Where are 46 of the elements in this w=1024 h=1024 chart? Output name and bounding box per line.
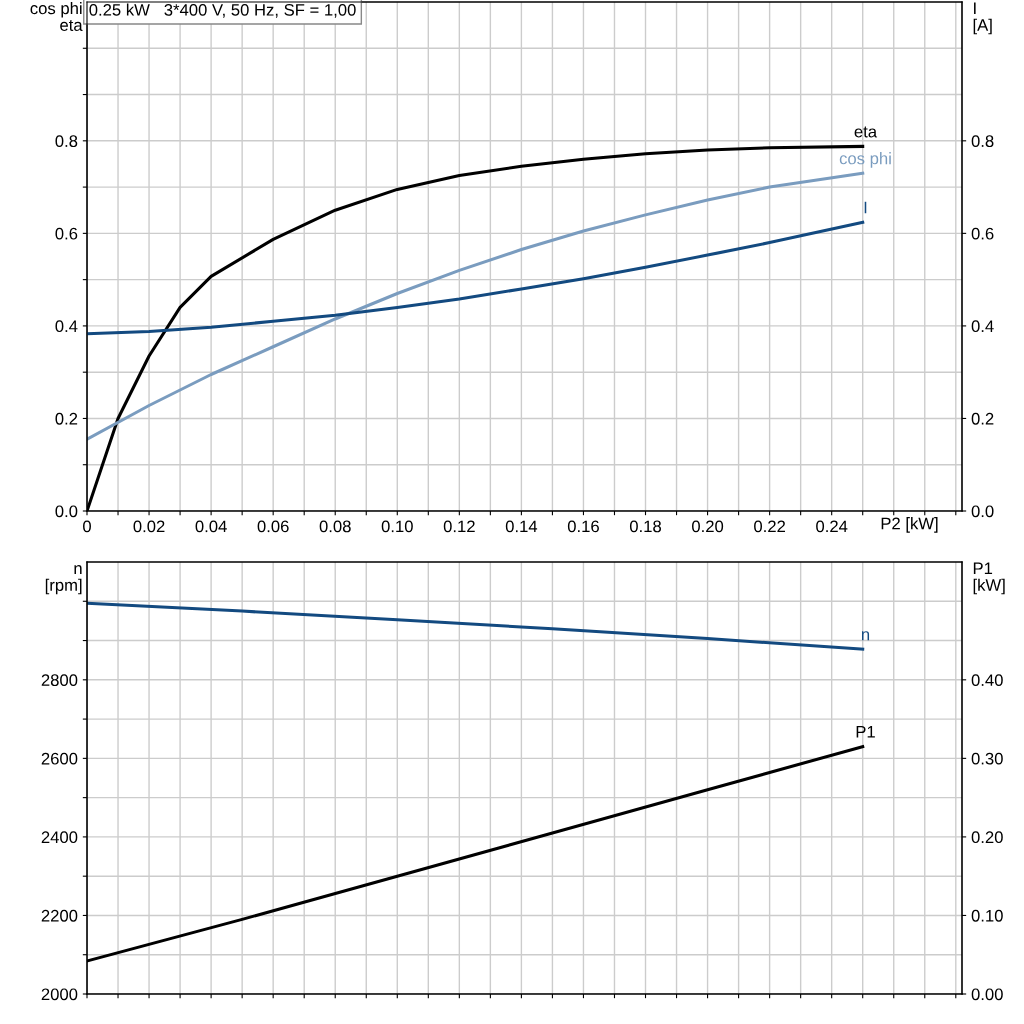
- x-tick-label: 0.04: [195, 520, 227, 533]
- x-axis-title: P2 [kW]: [881, 517, 938, 533]
- x-tick-label: 0.18: [629, 520, 662, 533]
- y-axis-title: cos phi eta: [30, 2, 83, 31]
- y-axis-title: n [rpm]: [45, 565, 82, 595]
- x-tick-label: 0.16: [567, 520, 599, 533]
- x-tick-label: 0.14: [505, 520, 538, 533]
- y-tick-label: 0.4: [55, 320, 78, 333]
- series-label: n: [861, 631, 870, 641]
- series-label: P1: [856, 726, 875, 738]
- x-tick-label: 0.08: [319, 520, 351, 533]
- x-tick-label: 0.22: [754, 520, 786, 533]
- y-tick-label: 2000: [41, 988, 78, 1001]
- x-tick-label: 0.12: [443, 520, 475, 533]
- y2-tick-label: 0.6: [971, 227, 994, 240]
- y2-tick-label: 0.4: [971, 320, 994, 333]
- y2-tick-label: 0.2: [971, 412, 994, 425]
- y2-axis-title: P1 [kW]: [973, 562, 1005, 595]
- y2-tick-label: 0.40: [971, 674, 1003, 687]
- series-label: eta: [854, 126, 878, 138]
- y-tick-label: 2200: [41, 909, 78, 922]
- x-tick-label: 0: [83, 520, 91, 533]
- series-label: cos phi: [839, 152, 891, 168]
- line-series: [87, 220, 865, 336]
- y2-tick-label: 0.30: [971, 752, 1003, 765]
- y2-tick-label: 0.0: [971, 505, 994, 518]
- y-tick-label: 2600: [41, 752, 78, 765]
- y2-tick-label: 0.10: [971, 909, 1003, 922]
- x-tick-label: 0.10: [381, 520, 413, 533]
- y-tick-label: 0.6: [55, 227, 78, 240]
- y-tick-label: 2800: [41, 674, 78, 687]
- x-tick-label: 0.20: [692, 520, 724, 533]
- y-tick-label: 2400: [41, 831, 78, 844]
- x-tick-label: 0.24: [816, 520, 848, 533]
- y2-axis-title: I [A]: [973, 2, 992, 35]
- x-tick-label: 0.02: [133, 520, 165, 533]
- y2-tick-label: 0.20: [971, 831, 1003, 844]
- y-tick-label: 0.2: [55, 412, 78, 425]
- line-series: [87, 171, 865, 441]
- y2-tick-label: 0.00: [971, 988, 1003, 1001]
- series-label: I: [864, 201, 867, 214]
- chart-title: 0.25 kW 3*400 V, 50 Hz, SF = 1,00: [89, 3, 356, 18]
- y-tick-label: 0.0: [55, 505, 78, 518]
- y-tick-label: 0.8: [55, 135, 78, 148]
- x-tick-label: 0.06: [257, 520, 289, 533]
- y2-tick-label: 0.8: [971, 135, 994, 148]
